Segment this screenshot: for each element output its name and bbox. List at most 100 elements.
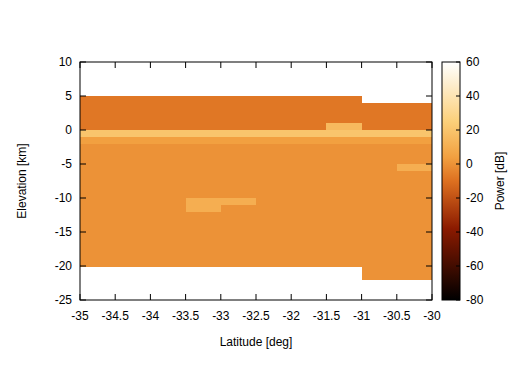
heatmap-cell [221,218,257,225]
heatmap-cell [221,191,257,198]
heatmap-cell [80,239,116,246]
heatmap-cell [80,123,116,130]
heatmap-cell [80,171,116,178]
heatmap-cell [397,232,432,239]
heatmap-cell [256,178,292,185]
heatmap-cell [115,178,151,185]
heatmap-cell [326,130,362,137]
heatmap-cell [397,239,432,246]
colorbar-tick-label: -60 [466,259,484,273]
heatmap-cell [221,130,257,137]
heatmap-cell [186,144,222,151]
heatmap-cell [326,212,362,219]
heatmap-cell [256,239,292,246]
heatmap-cell [221,144,257,151]
heatmap-cell [221,171,257,178]
x-tick [432,62,433,68]
heatmap-cell [397,259,432,266]
colorbar-tick-label: 60 [466,55,480,69]
heatmap-cell [221,116,257,123]
heatmap-cell [186,259,222,266]
heatmap-cell [326,150,362,157]
heatmap-cell [221,184,257,191]
heatmap-cell [291,103,327,110]
heatmap-cell [291,239,327,246]
heatmap-cell [256,96,292,103]
heatmap-cell [326,225,362,232]
heatmap-cell [256,259,292,266]
heatmap-cell [80,110,116,117]
heatmap-cell [221,103,257,110]
heatmap-cell [256,171,292,178]
heatmap-cell [397,198,432,205]
heatmap-cell [326,259,362,266]
x-tick [326,62,327,68]
heatmap-cell [326,178,362,185]
heatmap-cell [186,171,222,178]
heatmap-cell [80,205,116,212]
x-tick-label: -34 [142,309,160,323]
heatmap-cell [397,266,432,273]
x-tick-label: -30.5 [383,309,411,323]
heatmap-cell [291,130,327,137]
heatmap-cell [397,225,432,232]
heatmap-cell [80,225,116,232]
x-tick [396,294,397,300]
heatmap-cell [221,178,257,185]
heatmap-cell [150,157,186,164]
heatmap-cell [150,116,186,123]
colorbar-tick-label: 0 [466,157,473,171]
heatmap-cell [397,144,432,151]
y-tick-label: 5 [65,89,72,103]
y-tick [426,232,432,233]
heatmap-cell [326,144,362,151]
x-tick-label: -30 [423,309,441,323]
x-tick-label: -31 [353,309,371,323]
heatmap-cell [291,184,327,191]
heatmap-cell [80,137,116,144]
heatmap-cell [362,259,398,266]
heatmap-cell [186,218,222,225]
colorbar-tick [456,62,460,63]
heatmap-cell [326,246,362,253]
x-tick [80,62,81,68]
heatmap-cell [80,218,116,225]
y-tick [80,96,86,97]
heatmap-cell [221,123,257,130]
colorbar-tick [456,300,460,301]
x-tick [291,294,292,300]
heatmap-cell [115,259,151,266]
colorbar-tick-label: 40 [466,89,480,103]
heatmap-cell [80,130,116,137]
heatmap-cell [256,103,292,110]
colorbar-tick-label: -80 [466,293,484,307]
heatmap-cell [150,123,186,130]
heatmap-cell [362,225,398,232]
heatmap-cell [256,252,292,259]
heatmap-cell [80,198,116,205]
heatmap-cell [150,232,186,239]
heatmap-cell [326,232,362,239]
y-tick [80,266,86,267]
heatmap-cell [150,184,186,191]
colorbar-tick [456,96,460,97]
heatmap-cell [80,144,116,151]
heatmap-cell [221,225,257,232]
heatmap-cell [115,110,151,117]
heatmap-cell [150,198,186,205]
heatmap-cell [115,144,151,151]
x-tick [326,294,327,300]
heatmap-cell [362,239,398,246]
x-tick [185,294,186,300]
heatmap-cell [150,212,186,219]
heatmap-cell [291,144,327,151]
heatmap-cell [115,225,151,232]
heatmap-cell [362,164,398,171]
heatmap-cell [256,212,292,219]
heatmap-cell [397,218,432,225]
heatmap-cell [150,225,186,232]
heatmap-cell [115,96,151,103]
heatmap-cell [150,103,186,110]
y-tick [80,300,86,301]
heatmap-cell [186,130,222,137]
